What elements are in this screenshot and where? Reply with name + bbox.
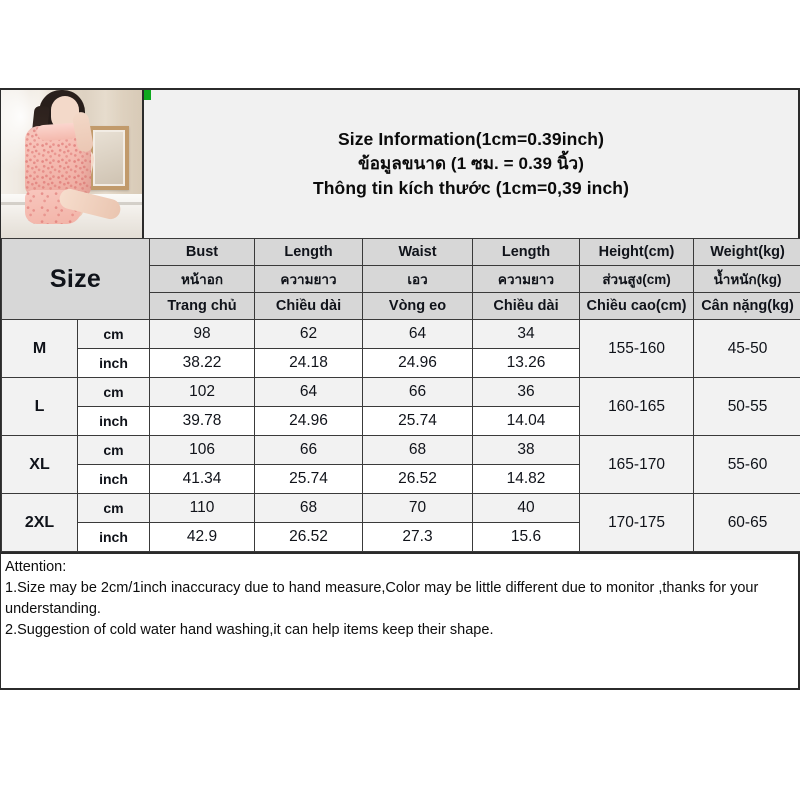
cell-length1-cm-2: 66 [254, 435, 364, 465]
cell-length2-cm-3: 40 [472, 493, 581, 523]
unit-inch-2: inch [76, 464, 151, 494]
cell-length1-in-1: 24.96 [254, 406, 364, 436]
title-vietnamese: Thông tin kích thước (1cm=0,39 inch) [312, 178, 630, 199]
green-corner-marker [144, 90, 151, 100]
col-header-waist-en: Waist [362, 238, 474, 266]
cell-height-2: 165-170 [579, 435, 695, 494]
cell-bust-in-1: 39.78 [149, 406, 256, 436]
chart-header-band: Size Information(1cm=0.39inch) ข้อมูลขนา… [1, 90, 798, 238]
cell-weight-1: 50-55 [693, 377, 800, 436]
col-header-length1-en: Length [254, 238, 364, 266]
cell-length2-cm-0: 34 [472, 319, 581, 349]
col-header-length1-th: ความยาว [254, 265, 364, 293]
col-header-height-en: Height(cm) [579, 238, 695, 266]
unit-cm-3: cm [76, 493, 151, 523]
cell-length2-cm-2: 38 [472, 435, 581, 465]
title-english: Size Information(1cm=0.39inch) [337, 129, 605, 150]
cell-length2-in-3: 15.6 [472, 522, 581, 552]
size-label-1: L [1, 377, 78, 436]
table-row: 2XL cm 110 68 70 40 170-175 60-65 [1, 493, 800, 552]
cell-bust-in-2: 41.34 [149, 464, 256, 494]
col-header-length2-vi: Chiều dài [472, 292, 581, 320]
header-row-vietnamese: Trang chủ Chiều dài Vòng eo Chiều dài Ch… [2, 292, 800, 320]
cell-height-0: 155-160 [579, 319, 695, 378]
cell-weight-2: 55-60 [693, 435, 800, 494]
cell-bust-in-3: 42.9 [149, 522, 256, 552]
attention-block: Attention: 1.Size may be 2cm/1inch inacc… [1, 552, 798, 688]
table-row: XL cm 106 66 68 38 165-170 55-60 [1, 435, 800, 494]
col-header-bust-th: หน้าอก [149, 265, 256, 293]
cell-waist-cm-2: 68 [362, 435, 474, 465]
cell-length2-cm-1: 36 [472, 377, 581, 407]
size-label-2: XL [1, 435, 78, 494]
col-header-weight-vi: Cân nặng(kg) [693, 292, 800, 320]
unit-cm-1: cm [76, 377, 151, 407]
col-header-length2-en: Length [472, 238, 581, 266]
cell-height-1: 160-165 [579, 377, 695, 436]
cell-bust-in-0: 38.22 [149, 348, 256, 378]
table-row: L cm 102 64 66 36 160-165 50-55 [1, 377, 800, 436]
cell-length2-in-2: 14.82 [472, 464, 581, 494]
cell-waist-cm-0: 64 [362, 319, 474, 349]
col-header-weight-th: น้ำหนัก(kg) [693, 265, 800, 293]
col-header-bust-en: Bust [149, 238, 256, 266]
cell-bust-cm-2: 106 [149, 435, 256, 465]
col-header-height-vi: Chiều cao(cm) [579, 292, 695, 320]
unit-inch-1: inch [76, 406, 151, 436]
table-row: inch 41.34 25.74 26.52 14.82 [2, 464, 800, 494]
col-header-waist-vi: Vòng eo [362, 292, 474, 320]
cell-length2-in-0: 13.26 [472, 348, 581, 378]
cell-length1-cm-3: 68 [254, 493, 364, 523]
size-label-3: 2XL [1, 493, 78, 552]
cell-weight-0: 45-50 [693, 319, 800, 378]
title-panel: Size Information(1cm=0.39inch) ข้อมูลขนา… [144, 90, 798, 238]
cell-height-3: 170-175 [579, 493, 695, 552]
cell-waist-in-3: 27.3 [362, 522, 474, 552]
product-photo [1, 90, 144, 238]
attention-note-2: 2.Suggestion of cold water hand washing,… [5, 621, 494, 638]
col-header-weight-en: Weight(kg) [693, 238, 800, 266]
cell-waist-cm-3: 70 [362, 493, 474, 523]
header-row-thai: หน้าอก ความยาว เอว ความยาว ส่วนสูง(cm) น… [2, 265, 800, 293]
col-header-length1-vi: Chiều dài [254, 292, 364, 320]
size-header-cell: Size [0, 238, 151, 320]
col-header-length2-th: ความยาว [472, 265, 581, 293]
unit-inch-0: inch [76, 348, 151, 378]
unit-cm-2: cm [76, 435, 151, 465]
attention-heading: Attention: [5, 559, 67, 575]
col-header-height-th: ส่วนสูง(cm) [579, 265, 695, 293]
cell-waist-in-0: 24.96 [362, 348, 474, 378]
size-label-0: M [1, 319, 78, 378]
cell-length1-in-3: 26.52 [254, 522, 364, 552]
header-row-english: Size Bust Length Waist Length Height(cm)… [0, 238, 800, 320]
cell-length1-in-2: 25.74 [254, 464, 364, 494]
table-row: inch 38.22 24.18 24.96 13.26 [2, 348, 800, 378]
cell-waist-in-2: 26.52 [362, 464, 474, 494]
col-header-waist-th: เอว [362, 265, 474, 293]
col-header-bust-vi: Trang chủ [149, 292, 256, 320]
cell-waist-cm-1: 66 [362, 377, 474, 407]
table-row: M cm 98 62 64 34 155-160 45-50 [1, 319, 800, 378]
size-chart-container: Size Information(1cm=0.39inch) ข้อมูลขนา… [0, 88, 800, 690]
cell-length2-in-1: 14.04 [472, 406, 581, 436]
title-thai: ข้อมูลขนาด (1 ซม. = 0.39 นิ้ว) [358, 153, 584, 173]
measurements-table: Size Bust Length Waist Length Height(cm)… [0, 238, 800, 552]
table-row: inch 39.78 24.96 25.74 14.04 [2, 406, 800, 436]
cell-bust-cm-0: 98 [149, 319, 256, 349]
unit-inch-3: inch [76, 522, 151, 552]
table-row: inch 42.9 26.52 27.3 15.6 [2, 522, 800, 552]
attention-note-1: 1.Size may be 2cm/1inch inaccuracy due t… [5, 579, 763, 617]
cell-bust-cm-1: 102 [149, 377, 256, 407]
cell-length1-cm-0: 62 [254, 319, 364, 349]
cell-weight-3: 60-65 [693, 493, 800, 552]
wall-picture-frame [89, 126, 129, 190]
cell-length1-in-0: 24.18 [254, 348, 364, 378]
unit-cm-0: cm [76, 319, 151, 349]
cell-waist-in-1: 25.74 [362, 406, 474, 436]
cell-length1-cm-1: 64 [254, 377, 364, 407]
cell-bust-cm-3: 110 [149, 493, 256, 523]
